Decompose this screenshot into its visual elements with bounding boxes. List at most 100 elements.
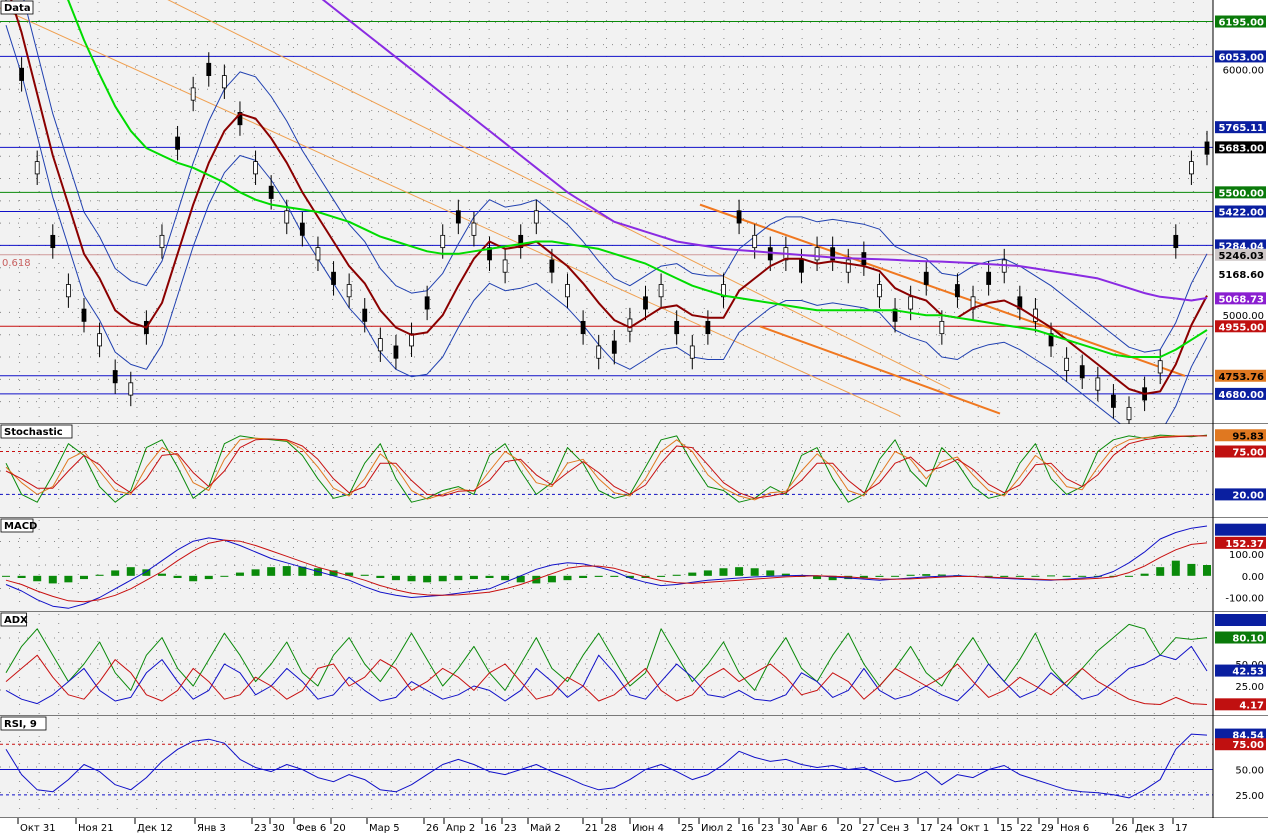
price-candle xyxy=(377,338,383,352)
macd-histogram-bar xyxy=(1187,563,1196,576)
price-candle xyxy=(362,308,368,322)
macd-histogram-bar xyxy=(79,575,88,580)
price-candle xyxy=(939,320,945,335)
macd-histogram-bar xyxy=(111,570,120,576)
macd-histogram-bar xyxy=(906,574,915,576)
price-candle xyxy=(892,308,898,322)
time-tick-label: 25 xyxy=(681,823,694,834)
macd-histogram-bar xyxy=(2,575,10,577)
value-tag: 5168.60 xyxy=(1218,270,1264,281)
macd-histogram-bar xyxy=(267,567,276,576)
macd-histogram-bar xyxy=(1078,575,1087,577)
level-tag: 6195.00 xyxy=(1218,18,1264,29)
macd-histogram-bar xyxy=(937,574,946,576)
time-axis-bg xyxy=(0,818,1268,834)
axis-tick-label: -100.00 xyxy=(1225,594,1264,605)
price-candle xyxy=(502,259,508,273)
price-candle xyxy=(611,340,617,354)
macd-histogram-bar xyxy=(1125,575,1134,577)
bollinger-lower-band xyxy=(5,25,1208,437)
macd-histogram-bar xyxy=(33,575,42,582)
macd-histogram-bar xyxy=(423,575,432,583)
value-tag: 5683.00 xyxy=(1218,143,1264,154)
price-candle xyxy=(253,161,258,175)
price-candle xyxy=(923,271,929,285)
price-candle xyxy=(1048,333,1054,347)
price-candle xyxy=(346,284,352,298)
macd-histogram-bar xyxy=(610,575,619,577)
price-candle xyxy=(908,296,914,310)
moving-average-line xyxy=(67,0,1208,358)
time-tick-label: 20 xyxy=(333,823,346,834)
price-candle xyxy=(455,210,461,224)
time-tick-label: 15 xyxy=(1000,823,1013,834)
value-tag-bg xyxy=(1215,614,1266,626)
time-tick-label: 28 xyxy=(604,823,617,834)
price-candle xyxy=(440,234,446,249)
value-tag: 5246.03 xyxy=(1218,251,1264,262)
value-tag: 84.54 xyxy=(1232,731,1264,742)
macd-histogram-bar xyxy=(1203,565,1211,576)
price-candle xyxy=(65,284,71,298)
macd-histogram-bar xyxy=(719,568,728,576)
time-tick-label: Май 2 xyxy=(530,823,561,834)
price-candle xyxy=(627,318,633,332)
panel-title-box xyxy=(0,518,34,533)
price-candle xyxy=(1189,161,1194,175)
macd-histogram-bar xyxy=(313,568,322,576)
macd-histogram-bar xyxy=(1047,575,1056,577)
price-candle xyxy=(409,333,414,347)
price-candle xyxy=(1079,365,1085,379)
price-candle xyxy=(580,320,586,335)
price-candle xyxy=(970,296,976,310)
price-candle xyxy=(643,296,648,310)
time-tick-label: Янв 3 xyxy=(197,823,226,834)
price-candle xyxy=(1095,377,1101,391)
macd-histogram-bar xyxy=(922,574,931,576)
value-tag-bg xyxy=(1215,536,1266,549)
macd-histogram-bar xyxy=(875,575,884,577)
macd-line xyxy=(5,539,1208,603)
trend-channel-line xyxy=(0,7,901,417)
macd-histogram-bar xyxy=(1031,575,1040,577)
axis-tick-label: 25.00 xyxy=(1235,791,1264,802)
price-candle xyxy=(955,284,960,298)
axis-tick-label: 5000.00 xyxy=(1223,311,1264,322)
price-candle xyxy=(128,382,134,396)
value-tag: 4.17 xyxy=(1239,700,1264,711)
price-candle xyxy=(1111,394,1116,408)
value-tag-bg xyxy=(1215,631,1266,644)
time-tick-label: Окт 1 xyxy=(960,823,989,834)
time-tick-label: 26 xyxy=(426,823,439,834)
value-tag-bg xyxy=(1215,248,1266,261)
panel-title: RSI, 9 xyxy=(4,719,37,730)
price-candle xyxy=(299,222,305,236)
macd-histogram-bar xyxy=(391,575,400,581)
price-candle xyxy=(518,234,524,249)
macd-histogram-bar xyxy=(251,569,260,576)
price-candle xyxy=(190,87,196,101)
macd-histogram-bar xyxy=(501,575,510,581)
bollinger-upper-band xyxy=(23,0,1208,353)
level-tag-bg xyxy=(1215,50,1266,63)
macd-histogram-bar xyxy=(1062,575,1071,577)
time-tick-label: Мар 5 xyxy=(369,823,400,834)
value-tag-bg xyxy=(1215,387,1266,400)
macd-histogram-bar xyxy=(469,575,478,580)
trend-line xyxy=(759,325,1001,415)
indicator-line xyxy=(5,435,1207,501)
time-tick-label: 30 xyxy=(781,823,794,834)
time-tick-label: Сен 3 xyxy=(880,823,909,834)
indicator-line xyxy=(5,645,1208,705)
macd-histogram-bar xyxy=(703,570,712,576)
price-candle xyxy=(674,320,680,335)
value-tag-bg xyxy=(1215,239,1266,252)
macd-line xyxy=(5,525,1208,609)
plot-background xyxy=(0,716,1213,818)
value-tag: 75.00 xyxy=(1232,740,1264,751)
price-candle xyxy=(1033,308,1038,322)
indicator-line xyxy=(5,435,1207,499)
